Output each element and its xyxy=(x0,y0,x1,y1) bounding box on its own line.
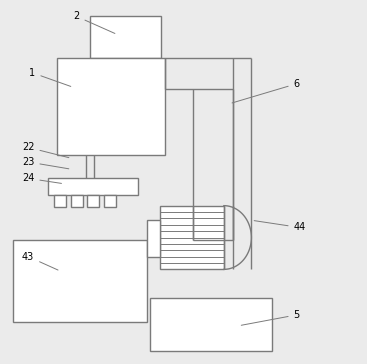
Text: 43: 43 xyxy=(22,252,58,270)
Text: 6: 6 xyxy=(232,79,300,103)
Bar xyxy=(150,298,272,351)
Text: 2: 2 xyxy=(73,11,115,33)
Bar xyxy=(147,220,160,257)
Bar xyxy=(160,206,224,269)
Text: 22: 22 xyxy=(22,142,69,158)
Bar xyxy=(104,195,116,207)
Bar xyxy=(71,195,83,207)
Text: 44: 44 xyxy=(254,221,306,233)
Bar xyxy=(54,195,66,207)
Text: 23: 23 xyxy=(22,157,69,169)
Bar xyxy=(87,195,99,207)
Bar xyxy=(90,16,161,58)
Bar xyxy=(48,178,138,195)
Text: 5: 5 xyxy=(241,310,300,325)
Bar xyxy=(57,58,165,155)
Text: 24: 24 xyxy=(22,173,62,183)
Bar xyxy=(13,240,147,322)
Text: 1: 1 xyxy=(29,68,71,86)
